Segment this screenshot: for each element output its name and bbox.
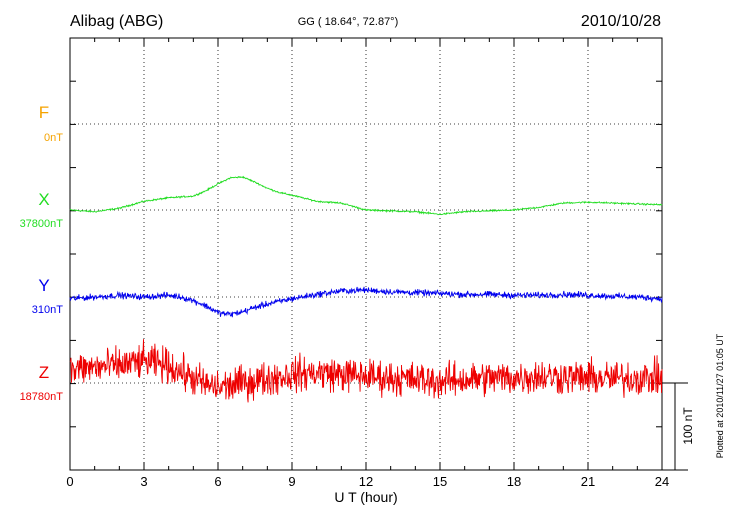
scale-bar-label: 100 nT — [681, 407, 695, 445]
series-line-z — [69, 339, 663, 403]
x-tick-label: 18 — [507, 474, 521, 489]
x-tick-label: 12 — [359, 474, 373, 489]
data-traces — [69, 175, 663, 403]
x-tick-label: 3 — [140, 474, 147, 489]
x-tick-labels: 0 3 6 9 12 15 18 21 24 — [66, 474, 669, 489]
series-labels: F 0nT X 37800nT Y 310nT Z 18780nT — [20, 103, 64, 403]
x-tick-label: 6 — [214, 474, 221, 489]
series-name-label: Y — [38, 276, 49, 295]
x-tick-label: 21 — [581, 474, 595, 489]
x-tick-label: 24 — [655, 474, 669, 489]
x-tick-label: 15 — [433, 474, 447, 489]
x-tick-label: 9 — [288, 474, 295, 489]
plotted-note: Plotted at 2010/11/27 01:05 UT — [715, 333, 725, 458]
series-name-label: X — [38, 190, 49, 209]
scale-bar: 100 nT — [662, 382, 695, 471]
plot-area — [69, 37, 663, 471]
series-baseline-label: 0nT — [44, 132, 63, 144]
series-baseline-label: 18780nT — [20, 391, 64, 403]
x-tick-label: 0 — [66, 474, 73, 489]
date-label: 2010/10/28 — [581, 13, 661, 30]
grid-lines — [70, 38, 662, 470]
station-title: Alibag (ABG) — [70, 13, 163, 30]
series-line-y — [69, 286, 663, 318]
series-baseline-label: 310nT — [32, 304, 63, 316]
x-axis-label: U T (hour) — [334, 489, 397, 505]
series-baseline-label: 37800nT — [20, 218, 64, 230]
series-name-label: Z — [39, 363, 49, 382]
coords-label: GG ( 18.64°, 72.87°) — [298, 16, 399, 28]
series-line-x — [69, 175, 663, 216]
series-name-label: F — [39, 103, 49, 122]
axis-ticks — [69, 38, 663, 470]
